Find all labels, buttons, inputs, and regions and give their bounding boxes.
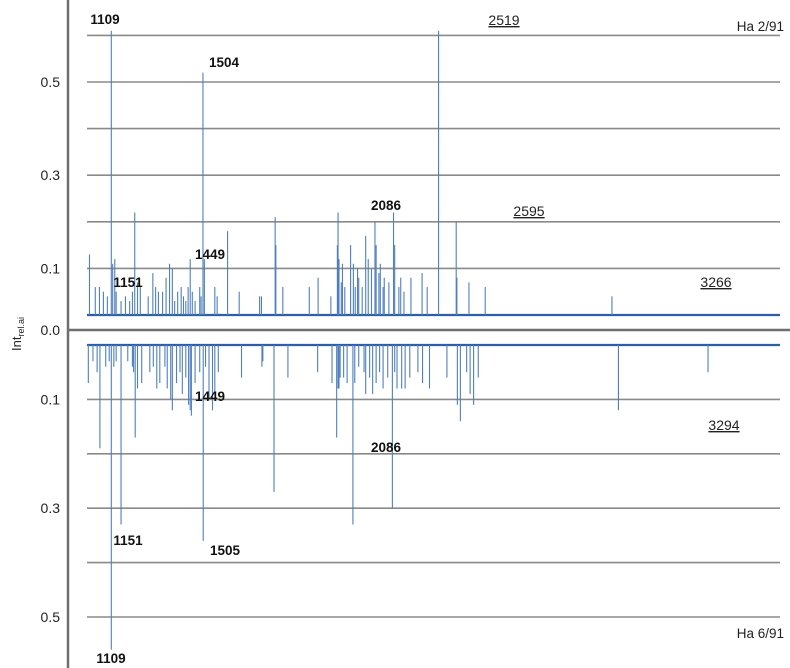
peak-label: 1151 — [113, 275, 143, 290]
sample-label-bottom: Ha 6/91 — [737, 626, 784, 641]
peaks — [87, 30, 780, 650]
peak-label: 1151 — [113, 533, 143, 548]
peak-label: 2595 — [513, 203, 544, 219]
y-tick-label: 0.5 — [41, 74, 61, 90]
peak-label: 1109 — [90, 12, 119, 27]
peak-label: 2519 — [488, 12, 519, 28]
peak-label: 2086 — [371, 198, 402, 213]
y-tick-label: 0.3 — [41, 167, 61, 183]
sample-label-top: Ha 2/91 — [737, 19, 784, 34]
tick-labels: 0.5 0.3 0.1 0.1 0.3 0.5 — [41, 74, 61, 625]
peak-label: 3294 — [708, 417, 739, 433]
peak-label: 1449 — [195, 247, 225, 262]
y-tick-label: 0.1 — [41, 260, 61, 276]
y-tick-label: 0.5 — [41, 609, 61, 625]
center-tick-label: 0.0 — [41, 322, 61, 338]
y-axis-label-main: Int — [9, 336, 24, 351]
peak-label: 1504 — [209, 55, 240, 70]
peak-label: 1505 — [210, 543, 241, 558]
y-axis-label-subscript: rel.ai — [16, 317, 26, 337]
grid-lines — [87, 34, 780, 618]
peak-label: 1109 — [96, 651, 125, 666]
peak-label: 2086 — [371, 440, 402, 455]
peak-labels: 1109 1504 1449 1151 2086 2519 2595 3266 1449 2086… — [90, 12, 739, 666]
y-tick-label: 0.3 — [41, 500, 61, 516]
y-axis-label: Intrel.ai — [9, 317, 26, 351]
peak-label: 3266 — [700, 274, 731, 290]
peak-label: 1449 — [195, 389, 225, 404]
y-tick-label: 0.1 — [41, 391, 61, 407]
